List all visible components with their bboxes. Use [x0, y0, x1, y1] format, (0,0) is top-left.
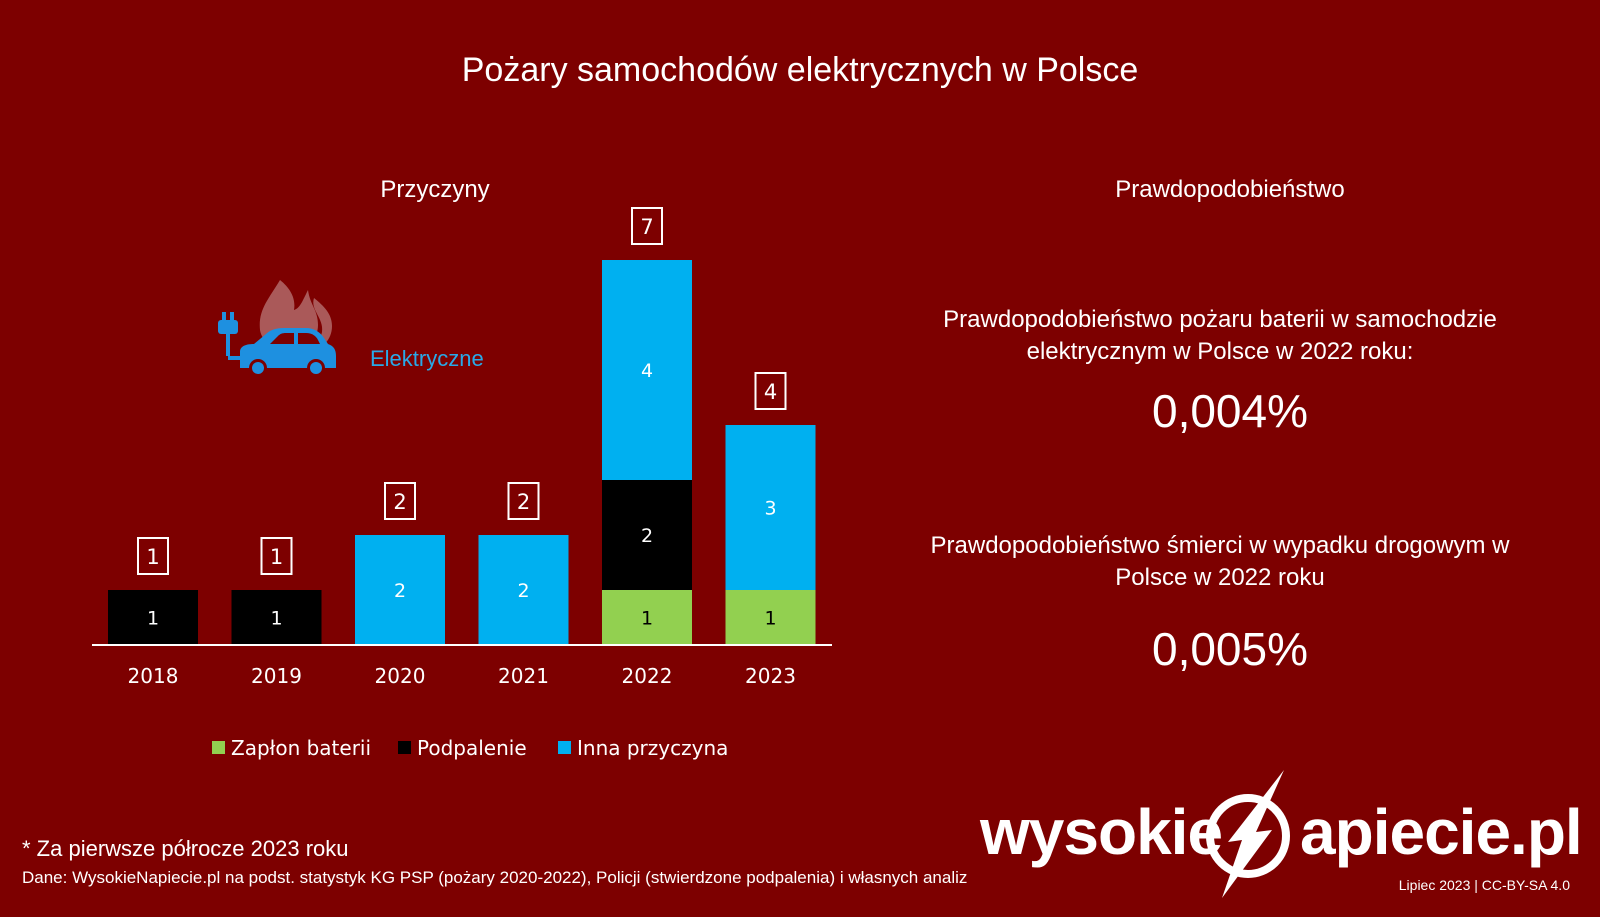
- total-label: 4: [764, 380, 777, 404]
- battery-fire-probability-value: 0,004%: [1151, 385, 1308, 437]
- total-box: [137, 537, 169, 575]
- road-death-probability-label: Prawdopodobieństwo śmierci w wypadku dro…: [930, 532, 1510, 591]
- total-label: 1: [270, 545, 283, 569]
- legend-swatch: [398, 741, 411, 754]
- legend-swatch: [558, 741, 571, 754]
- wysokienapiecie-logo: wysokie apiecie.pl: [980, 770, 1583, 898]
- footnote: * Za pierwsze półrocze 2023 roku: [22, 836, 349, 861]
- bar-value-label: 1: [641, 608, 653, 630]
- bar-2022-2: [602, 260, 692, 480]
- total-box: [384, 482, 416, 520]
- x-tick-label: 2018: [128, 664, 179, 688]
- battery-fire-probability-label: Prawdopodobieństwo pożaru baterii w samo…: [943, 306, 1497, 365]
- bar-value-label: 2: [641, 525, 653, 547]
- logo-text-left: wysokie: [980, 796, 1223, 868]
- x-tick-label: 2020: [375, 664, 426, 688]
- x-tick-label: 2022: [622, 664, 673, 688]
- logo-text-right: apiecie.pl: [1300, 796, 1583, 868]
- bar-value-label: 4: [641, 360, 653, 382]
- ev-label: Elektryczne: [370, 346, 484, 371]
- legend-label: Inna przyczyna: [577, 736, 728, 760]
- bar-2020-2: [355, 535, 445, 645]
- causes-subtitle: Przyczyny: [380, 176, 490, 203]
- x-tick-label: 2023: [745, 664, 796, 688]
- bar-2022-0: [602, 590, 692, 645]
- legend-label: Zapłon baterii: [231, 736, 371, 760]
- road-death-probability-value: 0,005%: [1151, 623, 1308, 675]
- probability-subtitle: Prawdopodobieństwo: [1115, 176, 1345, 203]
- x-tick-label: 2021: [498, 664, 549, 688]
- total-box: [631, 207, 663, 245]
- legend-swatch: [212, 741, 225, 754]
- total-label: 2: [517, 490, 530, 514]
- bar-2021-2: [478, 535, 569, 645]
- legend-label: Podpalenie: [417, 736, 527, 760]
- bar-value-label: 1: [764, 608, 776, 630]
- bar-value-label: 1: [147, 608, 159, 630]
- total-label: 2: [393, 490, 406, 514]
- bar-2023-0: [725, 590, 816, 645]
- bar-value-label: 2: [517, 580, 529, 602]
- lightning-n-icon: [1206, 770, 1290, 898]
- bar-value-label: 3: [764, 498, 776, 520]
- total-box: [260, 537, 293, 575]
- credit-line: Lipiec 2023 | CC-BY-SA 4.0: [1398, 877, 1570, 893]
- total-box: [507, 482, 540, 520]
- bar-2023-2: [725, 425, 816, 590]
- x-tick-label: 2019: [251, 664, 302, 688]
- source-note: Dane: WysokieNapiecie.pl na podst. staty…: [22, 868, 968, 887]
- bar-value-label: 1: [270, 608, 282, 630]
- bar-value-label: 2: [394, 580, 406, 602]
- total-box: [754, 372, 787, 410]
- ev-car-fire-icon: [218, 280, 336, 377]
- total-label: 1: [146, 545, 159, 569]
- bar-2018-1: [108, 590, 198, 645]
- total-label: 7: [640, 215, 653, 239]
- chart-title: Pożary samochodów elektrycznych w Polsce: [461, 51, 1139, 89]
- legend: Zapłon baterii Podpalenie Inna przyczyna: [212, 736, 728, 760]
- bar-2022-1: [602, 480, 692, 590]
- bar-2019-1: [231, 590, 322, 645]
